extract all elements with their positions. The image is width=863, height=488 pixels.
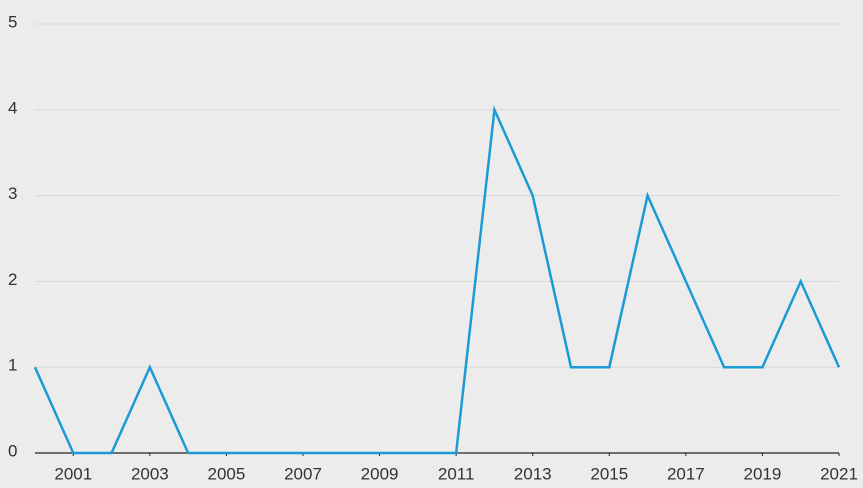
y-tick-label: 2	[8, 270, 17, 289]
x-tick-label: 2003	[131, 464, 169, 483]
x-tick-label: 2021	[820, 464, 858, 483]
x-tick-label: 2019	[744, 464, 782, 483]
line-series	[33, 105, 841, 455]
y-tick-label: 1	[8, 356, 17, 375]
x-tick-label: 2015	[590, 464, 628, 483]
x-tick-label: 2005	[208, 464, 246, 483]
y-tick-label: 5	[8, 12, 17, 31]
y-tick-label: 3	[8, 184, 17, 203]
x-tick-label: 2017	[667, 464, 705, 483]
y-tick-label: 0	[8, 441, 17, 460]
x-tick-label: 2007	[284, 464, 322, 483]
x-tick-label: 2013	[514, 464, 552, 483]
x-tick-label: 2001	[54, 464, 92, 483]
x-tick-label: 2011	[438, 464, 475, 483]
x-tick-label: 2009	[361, 464, 399, 483]
y-tick-label: 4	[8, 98, 17, 117]
